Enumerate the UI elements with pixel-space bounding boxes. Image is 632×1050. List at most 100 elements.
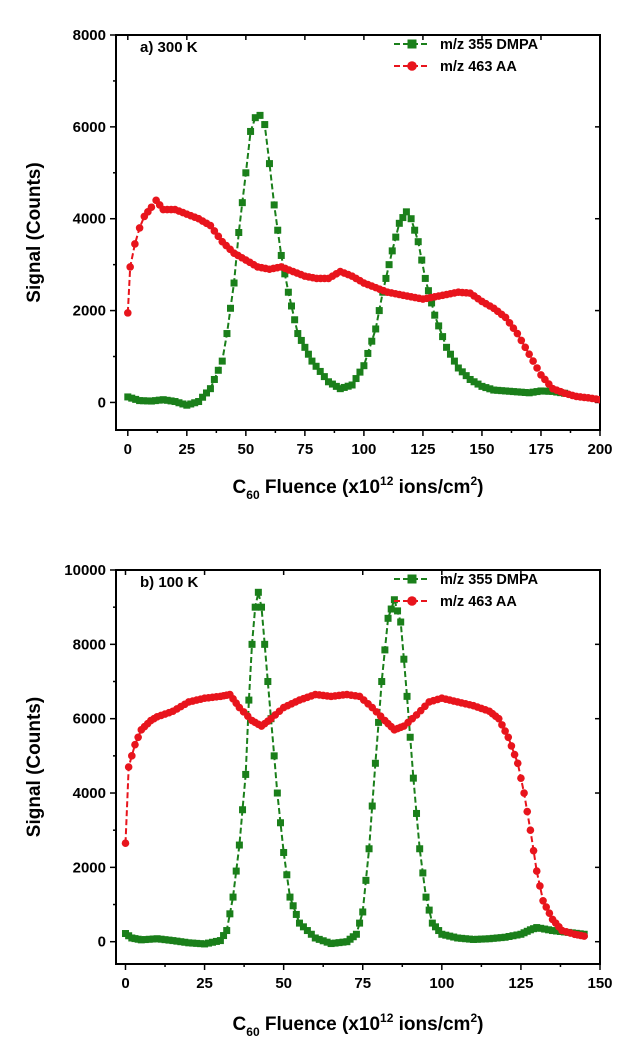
- legend-label: m/z 355 DMPA: [440, 37, 539, 53]
- data-point: [505, 932, 513, 940]
- data-point: [141, 936, 149, 944]
- data-point: [258, 603, 266, 611]
- data-point: [126, 263, 134, 271]
- data-point: [529, 357, 537, 365]
- data-point: [173, 937, 181, 945]
- data-point: [226, 910, 234, 918]
- data-point: [242, 169, 250, 177]
- data-point: [497, 934, 505, 942]
- data-point: [340, 383, 348, 391]
- data-point: [454, 364, 462, 372]
- legend-entry: m/z 355 DMPA: [394, 572, 539, 588]
- data-point: [131, 240, 139, 248]
- x-axis-label: C60 Fluence (x1012 ions/cm2): [233, 474, 484, 502]
- data-point: [541, 925, 549, 933]
- data-point: [454, 934, 462, 942]
- data-point: [208, 938, 216, 946]
- data-point: [206, 385, 214, 393]
- data-point: [513, 388, 521, 396]
- data-point: [286, 893, 294, 901]
- data-point: [210, 227, 219, 235]
- data-point: [504, 733, 513, 742]
- x-tick-label: 25: [196, 975, 213, 992]
- data-point: [432, 923, 440, 931]
- data-point: [124, 393, 132, 401]
- data-point: [431, 311, 439, 319]
- data-point: [284, 288, 292, 296]
- data-point: [439, 333, 447, 341]
- data-point: [157, 935, 165, 943]
- data-point: [289, 902, 297, 910]
- data-point: [498, 387, 506, 395]
- data-point: [399, 214, 407, 222]
- y-tick-label: 4000: [73, 785, 106, 802]
- data-point: [375, 718, 383, 726]
- data-point: [458, 934, 466, 942]
- legend-label: m/z 463 AA: [440, 594, 517, 610]
- data-point: [291, 316, 299, 324]
- data-point: [435, 927, 443, 935]
- y-tick-label: 0: [98, 394, 106, 411]
- data-point: [509, 324, 518, 332]
- data-point: [147, 397, 155, 405]
- data-point: [294, 330, 302, 338]
- data-point: [490, 386, 498, 394]
- data-point: [553, 927, 561, 935]
- data-point: [315, 935, 323, 943]
- data-point: [372, 325, 380, 333]
- data-point: [525, 389, 533, 397]
- data-point: [536, 882, 544, 890]
- plot-frame: [115, 569, 601, 965]
- data-point: [477, 935, 485, 943]
- y-tick-label: 2000: [73, 303, 106, 320]
- data-point: [428, 299, 436, 307]
- data-point: [403, 692, 411, 700]
- y-tick-label: 6000: [73, 711, 106, 728]
- data-point: [319, 937, 327, 945]
- data-point: [466, 375, 474, 383]
- series-aa: [121, 690, 588, 940]
- data-point: [136, 397, 144, 405]
- data-point: [227, 304, 235, 312]
- data-point: [356, 919, 364, 927]
- data-point: [348, 381, 356, 389]
- data-point: [474, 380, 482, 388]
- data-point: [352, 930, 360, 938]
- data-point: [171, 398, 179, 406]
- data-point: [149, 935, 157, 943]
- data-point: [494, 386, 502, 394]
- data-point: [517, 774, 525, 782]
- data-point: [525, 350, 533, 359]
- data-point: [297, 336, 305, 344]
- data-point: [458, 368, 466, 376]
- data-point: [505, 387, 513, 395]
- data-point: [311, 934, 319, 942]
- data-point: [501, 727, 509, 735]
- data-point: [368, 337, 376, 345]
- data-point: [397, 618, 405, 626]
- data-point: [494, 714, 503, 723]
- data-point: [421, 274, 429, 282]
- data-point: [541, 387, 549, 395]
- data-point: [368, 802, 376, 810]
- legend-entry: m/z 463 AA: [394, 594, 517, 610]
- x-tick-label: 50: [238, 441, 255, 458]
- data-point: [411, 226, 419, 234]
- y-tick-label: 8000: [73, 27, 106, 44]
- data-point: [466, 935, 474, 943]
- x-tick-label: 150: [587, 975, 612, 992]
- data-point: [223, 330, 231, 338]
- plot-frame: [115, 34, 601, 431]
- x-tick-label: 175: [528, 441, 553, 458]
- data-point: [362, 876, 370, 884]
- data-point: [124, 309, 132, 317]
- x-tick-label: 200: [587, 441, 612, 458]
- data-point: [145, 935, 153, 943]
- data-point: [424, 287, 432, 295]
- x-tick-label: 125: [410, 441, 435, 458]
- series-line: [124, 693, 585, 938]
- legend-entry: m/z 463 AA: [394, 59, 517, 75]
- data-point: [235, 841, 243, 849]
- data-point: [478, 382, 486, 390]
- data-point: [183, 401, 191, 409]
